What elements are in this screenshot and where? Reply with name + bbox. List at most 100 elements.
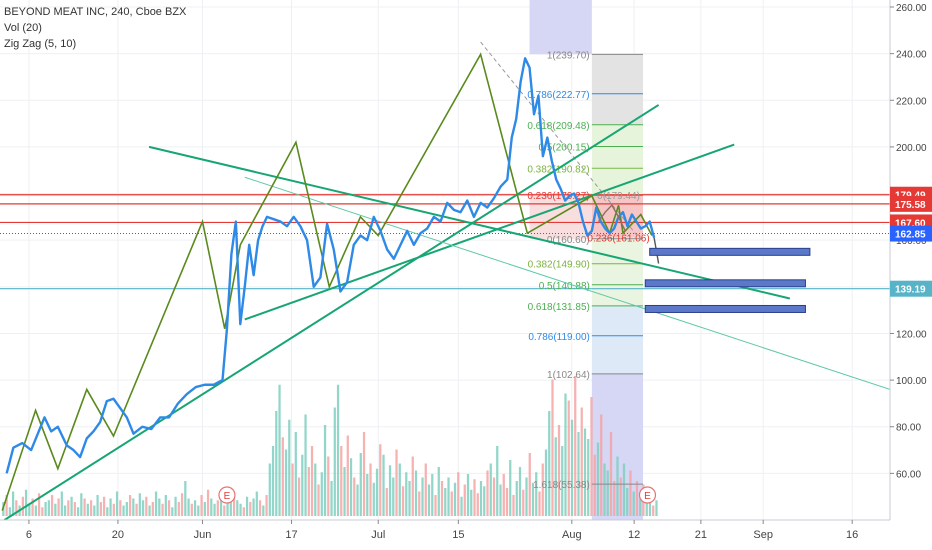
volume-bar bbox=[515, 481, 518, 516]
volume-bar bbox=[541, 463, 544, 516]
volume-bar bbox=[499, 484, 502, 516]
volume-bar bbox=[427, 484, 431, 516]
volume-bar bbox=[652, 505, 655, 516]
volume-bar bbox=[297, 477, 301, 516]
volume-bar bbox=[223, 505, 226, 516]
volume-bar bbox=[141, 500, 145, 516]
volume-bar bbox=[320, 472, 323, 516]
volume-bar bbox=[47, 500, 50, 516]
volume-bar bbox=[86, 503, 89, 516]
trend-line bbox=[148, 145, 791, 300]
target-box bbox=[649, 247, 811, 256]
volume-bar bbox=[24, 489, 28, 516]
volume-bar bbox=[557, 425, 561, 516]
volume-bar bbox=[401, 486, 405, 516]
price-axis-label: 100.00 bbox=[896, 376, 927, 387]
ext-level-label: 0.618(131.85) bbox=[528, 302, 590, 313]
volume-bar bbox=[190, 503, 193, 516]
ext-level-label: 0.382(149.90) bbox=[528, 260, 590, 271]
time-axis-label: 21 bbox=[695, 529, 707, 541]
indicator-volume[interactable]: Vol (20) bbox=[4, 22, 42, 34]
volume-bar bbox=[538, 491, 541, 516]
target-box bbox=[644, 304, 806, 313]
volume-bar bbox=[317, 484, 320, 516]
volume-bar bbox=[603, 463, 606, 516]
volume-bar bbox=[99, 502, 102, 516]
price-tag-label: 162.85 bbox=[895, 230, 926, 241]
price-axis-label: 60.00 bbox=[896, 469, 921, 480]
volume-bar bbox=[213, 503, 216, 516]
volume-bar bbox=[593, 454, 596, 516]
volume-bar bbox=[476, 493, 479, 516]
volume-bar bbox=[353, 477, 356, 516]
volume-bar bbox=[408, 481, 411, 516]
volume-bar bbox=[109, 498, 112, 516]
fib-level-label: 0.236(179.27) bbox=[527, 191, 589, 202]
volume-bar bbox=[336, 384, 340, 516]
volume-bar bbox=[434, 495, 437, 516]
ext-band-blue bbox=[591, 305, 644, 374]
projection-line bbox=[597, 204, 626, 232]
volume-bar bbox=[596, 442, 600, 516]
ext-level-label: 0.236(161.06) bbox=[587, 234, 649, 245]
volume-bar bbox=[518, 467, 522, 516]
volume-bar bbox=[629, 470, 632, 516]
fib-band-mid bbox=[591, 124, 644, 196]
price-axis-label: 260.00 bbox=[896, 3, 927, 14]
volume-bar bbox=[145, 496, 148, 516]
volume-bar bbox=[544, 449, 548, 516]
volume-bar bbox=[366, 474, 369, 516]
fib-level-label: 0.618(209.48) bbox=[527, 121, 589, 132]
target-box bbox=[644, 279, 806, 288]
volume-bar bbox=[281, 437, 284, 516]
volume-bar bbox=[148, 505, 151, 516]
volume-bar bbox=[356, 484, 359, 516]
volume-bar bbox=[255, 491, 258, 516]
volume-bar bbox=[232, 495, 236, 516]
price-axis-label: 200.00 bbox=[896, 143, 927, 154]
earnings-marker-label: E bbox=[224, 491, 231, 502]
volume-bar bbox=[132, 498, 135, 516]
time-axis-label: Jul bbox=[371, 529, 385, 541]
volume-bar bbox=[50, 495, 54, 516]
volume-bar bbox=[193, 500, 197, 516]
volume-bar bbox=[372, 482, 375, 516]
volume-bar bbox=[574, 376, 577, 516]
volume-bar bbox=[236, 500, 239, 516]
volume-bar bbox=[609, 432, 613, 516]
volume-bar bbox=[405, 472, 408, 516]
chart-title[interactable]: BEYOND MEAT INC, 240, Cboe BZX bbox=[4, 6, 187, 18]
ext-level-label: 0.786(119.00) bbox=[528, 332, 590, 343]
volume-bar bbox=[590, 397, 593, 516]
trend-line bbox=[244, 176, 891, 390]
volume-bar bbox=[567, 400, 570, 516]
price-axis-bg bbox=[890, 0, 932, 550]
volume-bar bbox=[288, 419, 291, 516]
indicator-zigzag[interactable]: Zig Zag (5, 10) bbox=[4, 38, 77, 50]
volume-bar bbox=[304, 414, 307, 516]
volume-bar bbox=[343, 467, 346, 516]
volume-bar bbox=[164, 495, 167, 516]
volume-bar bbox=[200, 495, 203, 516]
volume-bar bbox=[37, 493, 41, 516]
volume-bar bbox=[453, 482, 457, 516]
fib-level-label: 0(160.60) bbox=[547, 235, 590, 246]
volume-bar bbox=[483, 486, 486, 516]
volume-bar bbox=[21, 496, 24, 516]
volume-bar bbox=[424, 463, 427, 516]
volume-bar bbox=[294, 432, 297, 516]
volume-bar bbox=[505, 488, 509, 516]
time-axis-label: 6 bbox=[26, 529, 32, 541]
price-tag-label: 139.19 bbox=[895, 285, 926, 296]
ext-level-label: 0.5(140.88) bbox=[539, 281, 590, 292]
time-axis-label: 16 bbox=[846, 529, 858, 541]
volume-bar bbox=[60, 491, 63, 516]
volume-bar bbox=[431, 474, 434, 516]
volume-bar bbox=[187, 498, 190, 516]
legend: BEYOND MEAT INC, 240, Cboe BZX Vol (20) … bbox=[4, 4, 186, 52]
volume-bar bbox=[632, 491, 635, 516]
volume-bar bbox=[457, 472, 460, 516]
volume-bar bbox=[525, 477, 528, 516]
